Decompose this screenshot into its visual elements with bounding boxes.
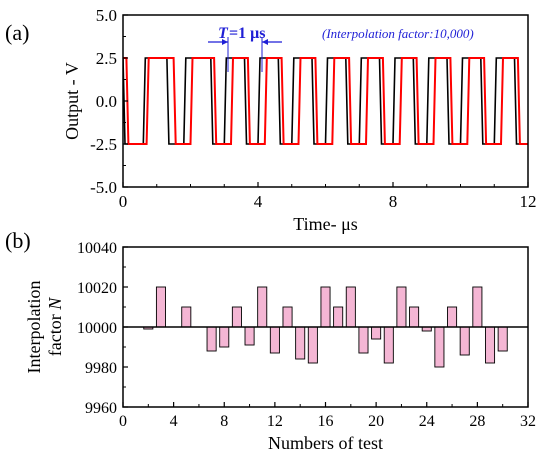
bar-test-30 <box>497 326 508 352</box>
panel-b-chart: 0 4 8 12 16 20 24 28 32 9960 9980 10000 10020 10040 Nu… <box>24 240 536 453</box>
panel-a-x-tick-label: 0 <box>119 192 128 211</box>
panel-a-y-tick-label: -2.5 <box>90 135 117 154</box>
bar-test-14 <box>295 326 306 360</box>
red-series-line <box>123 57 528 145</box>
bar-test-25 <box>434 326 445 368</box>
panel-a-ylabel: Output - V <box>62 62 82 140</box>
panel-b-y-tick-label: 10040 <box>77 240 117 257</box>
panel-a-x-tick-label: 8 <box>389 192 398 211</box>
bar-test-9 <box>231 306 242 328</box>
panel-b-x-tick-label: 0 <box>119 413 127 430</box>
bar-test-18 <box>345 286 356 328</box>
panel-b-y-tick-label: 9960 <box>85 400 117 417</box>
panel-label-a: (a) <box>5 20 29 45</box>
bar-test-19 <box>358 326 369 354</box>
panel-b-x-tick-label: 4 <box>170 413 178 430</box>
panel-b-xlabel: Numbers of test <box>268 433 383 453</box>
panel-label-b: (b) <box>5 228 31 253</box>
bar-test-7 <box>206 326 217 352</box>
panel-b-x-tick-label: 24 <box>419 413 435 430</box>
bar-test-23 <box>409 306 420 328</box>
panel-b-ylabel-line1: Interpolation <box>24 281 44 374</box>
interpolation-annotation: (Interpolation factor:10,000) <box>322 26 474 41</box>
period-t-symbol: T <box>218 25 229 42</box>
ylabel-factor-text: factor <box>45 314 65 356</box>
bar-test-27 <box>459 326 470 356</box>
period-arrows <box>208 37 282 72</box>
panel-a-xlabel: Time- μs <box>293 214 358 234</box>
bar-test-16 <box>320 286 331 328</box>
ylabel-n-symbol: N <box>45 297 65 311</box>
bar-test-15 <box>307 326 318 364</box>
panel-a-x-tick-label: 12 <box>520 192 537 211</box>
bar-test-5 <box>181 306 192 328</box>
bar-test-3 <box>155 286 166 328</box>
panel-b-x-tick-label: 16 <box>318 413 334 430</box>
bar-test-13 <box>282 306 293 328</box>
panel-b-x-tick-label: 20 <box>368 413 384 430</box>
panel-a-x-tick-label: 4 <box>254 192 263 211</box>
panel-b-y-tick-label: 10020 <box>77 280 117 297</box>
bar-test-29 <box>485 326 496 364</box>
panel-b-x-tick-label: 32 <box>520 413 536 430</box>
panel-b-x-tick-label: 28 <box>469 413 485 430</box>
panel-a-y-tick-label: 0.0 <box>96 92 117 111</box>
bar-test-8 <box>219 326 230 348</box>
bar-test-28 <box>472 286 483 328</box>
panel-b-x-tick-label: 12 <box>267 413 283 430</box>
panel-b-ylabel-line2: factor N <box>45 297 65 356</box>
panel-b-x-tick-label: 8 <box>220 413 228 430</box>
bar-test-17 <box>333 306 344 328</box>
bar-test-11 <box>257 286 268 328</box>
panel-b-y-tick-label: 10000 <box>77 320 117 337</box>
panel-a-y-tick-label: 5.0 <box>96 6 117 25</box>
bar-test-10 <box>244 326 255 346</box>
bar-test-21 <box>383 326 394 364</box>
panel-a-y-tick-label: 2.5 <box>96 49 117 68</box>
panel-a-y-tick-label: -5.0 <box>90 178 117 197</box>
period-t-value: =1 μs <box>229 25 265 42</box>
panel-b-y-tick-label: 9980 <box>85 360 117 377</box>
bar-test-12 <box>269 326 280 354</box>
bar-test-20 <box>371 326 382 340</box>
bar-test-22 <box>396 286 407 328</box>
bar-test-26 <box>447 306 458 328</box>
panel-a-chart: 0 4 8 12 5.0 2.5 0.0 -2.5 -5.0 Time- μs Output - V… <box>62 6 537 234</box>
